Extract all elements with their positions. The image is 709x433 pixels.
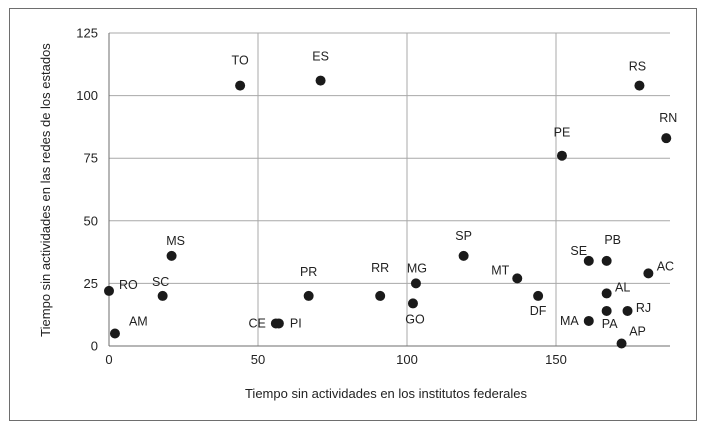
point-label-ap: AP xyxy=(629,324,646,338)
point-label-ac: AC xyxy=(657,259,674,273)
point-sp xyxy=(458,250,469,261)
point-label-sp: SP xyxy=(455,229,472,243)
point-pr xyxy=(303,290,314,301)
y-axis-title: Tiempo sin actividades en las redes de l… xyxy=(38,43,53,337)
point-label-es: ES xyxy=(312,50,329,64)
data-points xyxy=(104,75,672,349)
y-tick-label: 0 xyxy=(91,339,98,354)
x-tick-label: 100 xyxy=(396,352,418,367)
point-label-pr: PR xyxy=(300,265,317,279)
y-tick-label: 100 xyxy=(76,88,98,103)
chart-frame: 0 25 50 75 100 125 0 50 100 150 RO AM SC MS TO CE PI ES P… xyxy=(9,8,697,421)
point-am xyxy=(109,328,120,339)
point-pi xyxy=(273,318,284,329)
point-label-pe: PE xyxy=(554,126,571,140)
point-label-go: GO xyxy=(405,312,425,326)
point-label-rn: RN xyxy=(659,111,677,125)
point-label-to: TO xyxy=(232,54,249,68)
point-mg xyxy=(410,278,421,289)
point-rr xyxy=(375,290,386,301)
point-al xyxy=(601,288,612,299)
point-label-rs: RS xyxy=(629,60,646,74)
x-axis-title: Tiempo sin actividades en los institutos… xyxy=(245,386,528,401)
point-label-mt: MT xyxy=(491,263,509,277)
point-label-pi: PI xyxy=(290,316,302,330)
y-tick-label: 50 xyxy=(84,213,98,228)
point-label-mg: MG xyxy=(407,261,427,275)
point-labels: RO AM SC MS TO CE PI ES PR RR MG GO SP MT DF PE SE PB MA AL… xyxy=(119,50,677,339)
point-label-sc: SC xyxy=(152,275,169,289)
point-ap xyxy=(616,338,627,349)
point-label-rj: RJ xyxy=(636,301,651,315)
y-tick-label: 125 xyxy=(76,26,98,41)
y-tick-label: 25 xyxy=(84,276,98,291)
point-mt xyxy=(512,273,523,284)
point-ms xyxy=(166,250,177,261)
x-tick-label: 50 xyxy=(251,352,265,367)
scatter-chart: 0 25 50 75 100 125 0 50 100 150 RO AM SC MS TO CE PI ES P… xyxy=(38,26,677,402)
axes xyxy=(108,33,670,347)
point-label-se: SE xyxy=(570,244,587,258)
point-label-am: AM xyxy=(129,314,148,328)
point-rn xyxy=(661,133,672,144)
point-label-ms: MS xyxy=(166,234,185,248)
point-ma xyxy=(583,315,594,326)
point-label-pb: PB xyxy=(604,233,621,247)
point-ro xyxy=(104,285,114,296)
point-label-rr: RR xyxy=(371,261,389,275)
point-es xyxy=(315,75,326,86)
point-se xyxy=(583,255,594,266)
grid xyxy=(109,32,670,346)
tick-labels: 0 25 50 75 100 125 0 50 100 150 xyxy=(76,26,567,368)
point-df xyxy=(533,290,544,301)
point-pe xyxy=(556,150,567,161)
point-go xyxy=(407,298,418,309)
y-tick-label: 75 xyxy=(84,151,98,166)
x-tick-label: 150 xyxy=(545,352,567,367)
point-label-ce: CE xyxy=(249,316,266,330)
point-rs xyxy=(634,80,645,91)
point-rj xyxy=(622,305,633,316)
point-label-ma: MA xyxy=(560,314,579,328)
x-tick-label: 0 xyxy=(105,352,112,367)
point-label-ro: RO xyxy=(119,278,138,292)
point-ac xyxy=(643,268,654,279)
point-to xyxy=(235,80,246,91)
point-pa xyxy=(601,305,612,316)
point-sc xyxy=(157,290,168,301)
point-label-df: DF xyxy=(530,304,547,318)
point-pb xyxy=(601,255,612,266)
point-label-pa: PA xyxy=(602,317,618,331)
point-label-al: AL xyxy=(615,280,630,294)
